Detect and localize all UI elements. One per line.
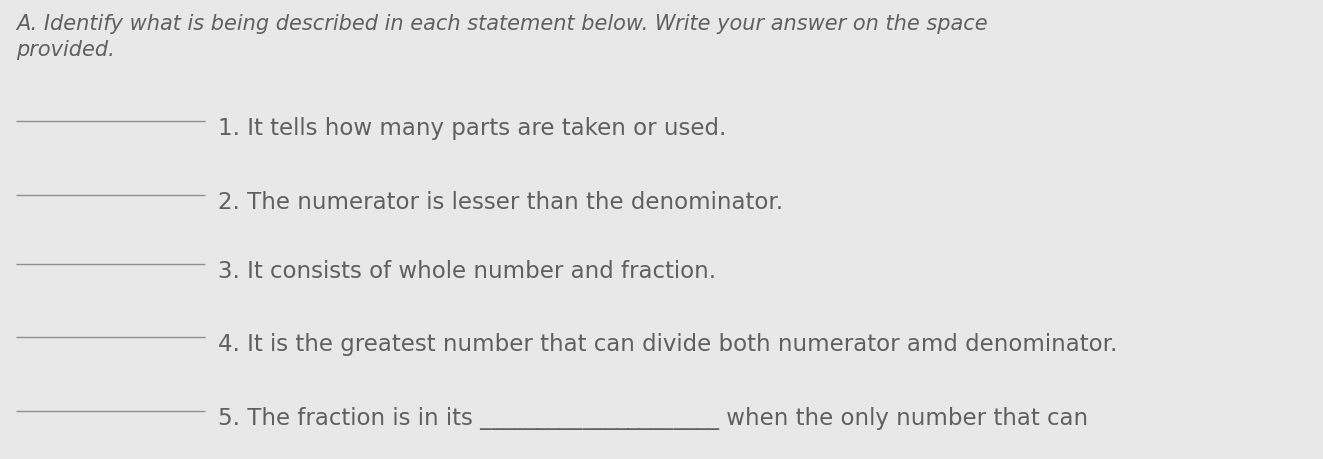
Text: 3. It consists of whole number and fraction.: 3. It consists of whole number and fract…	[218, 259, 717, 282]
Text: 1. It tells how many parts are taken or used.: 1. It tells how many parts are taken or …	[218, 117, 726, 140]
Text: 5. The fraction is in its _____________________ when the only number that can: 5. The fraction is in its ______________…	[218, 406, 1089, 429]
Text: 2. The numerator is lesser than the denominator.: 2. The numerator is lesser than the deno…	[218, 190, 783, 213]
Text: A. Identify what is being described in each statement below. Write your answer o: A. Identify what is being described in e…	[16, 14, 987, 60]
Text: 4. It is the greatest number that can divide both numerator amd denominator.: 4. It is the greatest number that can di…	[218, 333, 1118, 356]
